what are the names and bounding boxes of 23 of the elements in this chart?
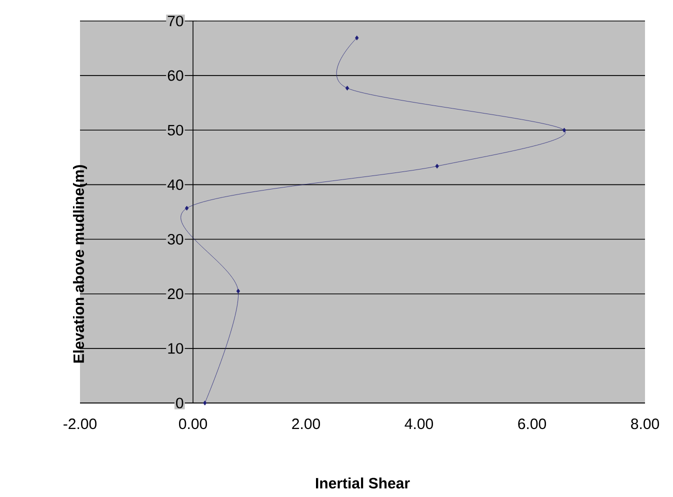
y-axis-title: Elevation above mudline(m) bbox=[73, 165, 87, 363]
y-tick-label: 70 bbox=[168, 16, 184, 26]
y-tick-label: 50 bbox=[168, 124, 184, 136]
point bbox=[236, 288, 240, 294]
point bbox=[562, 128, 566, 133]
point bbox=[203, 400, 207, 406]
x-tick-label: 8.00 bbox=[631, 418, 660, 430]
x-axis-title: Inertial Shear bbox=[316, 477, 410, 489]
x-tick-label: 4.00 bbox=[404, 418, 434, 430]
y-tick-label: 20 bbox=[168, 288, 184, 300]
x-tick-label: -2.00 bbox=[64, 418, 96, 430]
point bbox=[355, 36, 359, 40]
x-tick-label: 2.00 bbox=[292, 418, 320, 430]
y-tick-label: 30 bbox=[168, 234, 184, 245]
point bbox=[435, 164, 439, 169]
y-tick-label: 60 bbox=[168, 70, 184, 81]
y-tick-label: 0 bbox=[176, 398, 184, 408]
x-tick-label: 0.00 bbox=[179, 418, 208, 430]
point bbox=[184, 206, 189, 211]
x-tick-label: 6.00 bbox=[518, 418, 546, 430]
point bbox=[345, 86, 350, 91]
y-tick-label: 40 bbox=[167, 179, 184, 190]
y-tick-label: 10 bbox=[168, 343, 184, 354]
